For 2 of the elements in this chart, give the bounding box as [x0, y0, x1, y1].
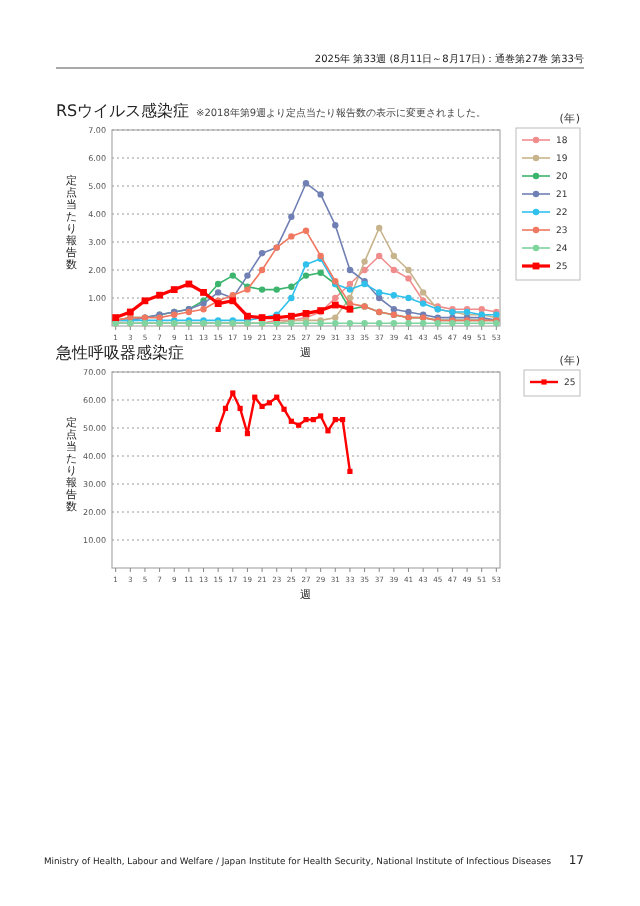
chart-title: RSウイルス感染症: [56, 102, 190, 120]
chart-title: 急性呼吸器感染症: [54, 344, 184, 362]
